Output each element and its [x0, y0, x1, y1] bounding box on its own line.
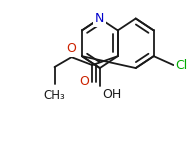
Text: CH₃: CH₃ [44, 89, 65, 102]
Text: O: O [67, 42, 76, 55]
Text: N: N [95, 12, 105, 25]
Text: Cl: Cl [175, 59, 188, 72]
Text: O: O [67, 42, 76, 55]
Text: OH: OH [103, 88, 122, 101]
Text: O: O [80, 75, 89, 88]
Text: O: O [80, 75, 89, 88]
Text: OH: OH [103, 88, 122, 101]
Text: CH₃: CH₃ [44, 89, 65, 102]
Text: N: N [95, 12, 105, 25]
Text: Cl: Cl [175, 59, 188, 72]
